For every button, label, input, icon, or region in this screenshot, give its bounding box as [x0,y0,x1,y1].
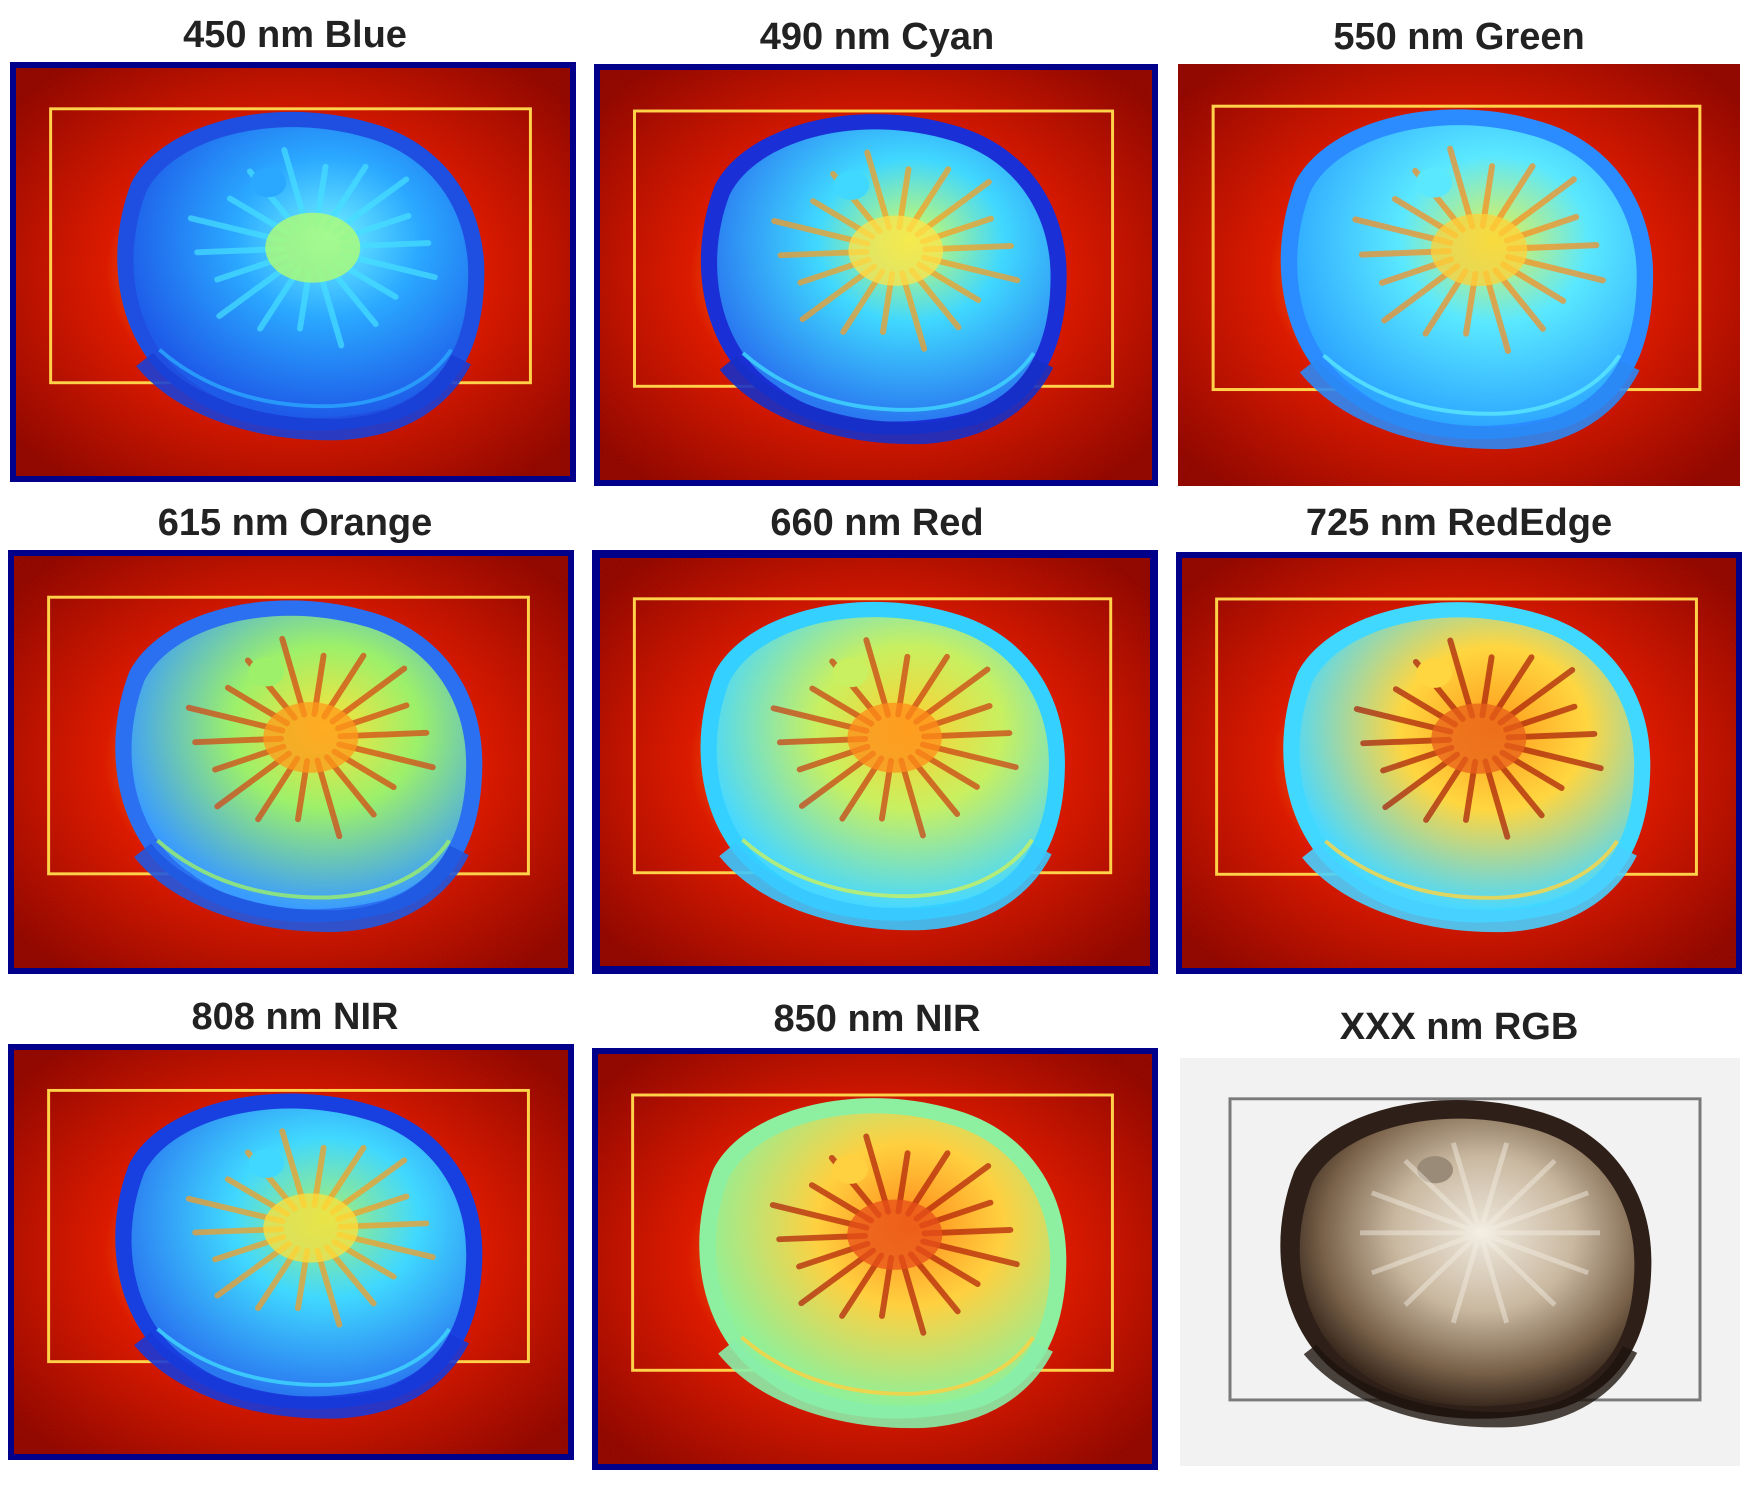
panel-title: 550 nm Green [1333,16,1585,58]
panel-490nm-cyan: 490 nm Cyan [590,14,1164,488]
panel-title: 808 nm NIR [191,996,399,1038]
spectral-image [1178,64,1740,486]
spectral-image [10,62,576,482]
panel-title: 850 nm NIR [773,998,981,1040]
panel-title: 615 nm Orange [157,502,433,544]
panel-title: XXX nm RGB [1339,1006,1579,1048]
panel-725nm-rededge: 725 nm RedEdge [1172,502,1746,976]
panel-615nm-orange: 615 nm Orange [8,502,582,976]
panel-rgb: XXX nm RGB [1172,1006,1746,1480]
panel-850nm-nir: 850 nm NIR [590,996,1164,1470]
spectral-image [8,550,574,974]
panel-title: 725 nm RedEdge [1305,502,1613,544]
rgb-image [1180,1058,1740,1466]
spectral-image [594,64,1158,486]
spectral-image [1176,552,1742,974]
spectral-image [592,550,1158,974]
panel-550nm-green: 550 nm Green [1172,14,1746,488]
panel-title: 660 nm Red [770,502,984,544]
panel-808nm-nir: 808 nm NIR [8,996,582,1470]
panel-title: 450 nm Blue [183,14,407,56]
panel-450nm-blue: 450 nm Blue [8,14,582,488]
spectral-image [8,1044,574,1460]
panel-title: 490 nm Cyan [759,16,995,58]
spectral-image [592,1048,1158,1470]
panel-660nm-red: 660 nm Red [590,502,1164,976]
